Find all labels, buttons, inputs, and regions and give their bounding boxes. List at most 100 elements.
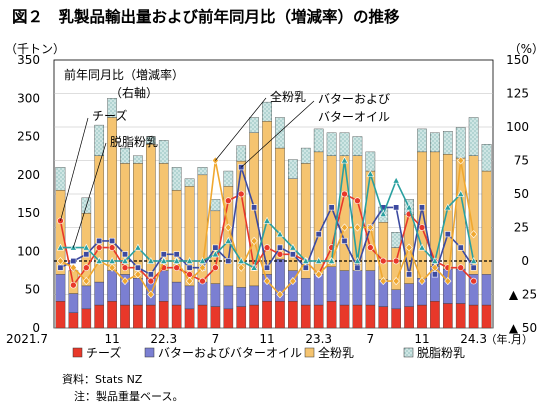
- bar-segment-1: [197, 281, 208, 306]
- line-marker-2: [366, 223, 374, 232]
- line-marker-3: [95, 256, 103, 264]
- inner-axis-title: 前年同月比（増減率）: [64, 67, 184, 82]
- line-marker-2: [353, 223, 362, 232]
- line-marker-1: [431, 271, 438, 278]
- bar-segment-2: [339, 155, 350, 271]
- line-marker-0: [212, 264, 219, 272]
- line-marker-3: [418, 243, 426, 251]
- annotation-label: 脱脂粉乳: [110, 134, 158, 149]
- right-tick-label: 75: [514, 154, 529, 168]
- bar-segment-0: [158, 301, 169, 329]
- line-marker-3: [237, 256, 245, 264]
- right-axis-ticks: 150 125 100 75 50 25 0 ▲ 25 ▲ 50: [506, 53, 537, 335]
- line-marker-2: [198, 263, 207, 272]
- line-marker-2: [69, 263, 77, 272]
- line-marker-2: [224, 223, 232, 232]
- line-marker-1: [109, 237, 116, 244]
- line-marker-1: [96, 237, 103, 244]
- line-marker-1: [315, 231, 322, 238]
- left-tick-label: 0: [32, 321, 40, 335]
- left-axis-unit: （千トン）: [5, 42, 65, 56]
- bar-segment-1: [68, 293, 79, 313]
- line-marker-0: [95, 244, 103, 251]
- bar-segment-1: [94, 281, 105, 306]
- bar-segment-0: [81, 308, 92, 329]
- bar-segment-3: [107, 98, 117, 118]
- line-marker-3: [134, 243, 142, 251]
- line-marker-2: [185, 277, 194, 286]
- line-marker-3: [250, 263, 258, 271]
- bar-segment-3: [275, 117, 285, 149]
- bar-segment-0: [352, 304, 363, 329]
- annotation-leader: [240, 100, 315, 168]
- left-tick-label: 350: [17, 53, 40, 67]
- line-marker-3: [160, 256, 168, 264]
- bar-segment-3: [365, 151, 376, 172]
- line-marker-3: [340, 156, 349, 164]
- line-marker-1: [328, 204, 335, 211]
- bar-segment-3: [184, 178, 195, 187]
- bar-segment-1: [158, 270, 169, 302]
- line-marker-3: [224, 236, 233, 244]
- line-marker-2: [379, 277, 387, 286]
- bar-segment-0: [288, 301, 298, 329]
- bar-segment-0: [300, 304, 311, 329]
- right-tick-label: ▲ 50: [509, 321, 537, 335]
- bar-segment-0: [55, 301, 66, 329]
- bar-segment-2: [378, 222, 389, 280]
- x-tick-label: 11: [259, 332, 274, 346]
- source-note: 資料：Stats NZ: [62, 372, 143, 386]
- bar-segment-0: [313, 304, 324, 329]
- line-marker-3: [431, 256, 439, 264]
- bar-segment-1: [300, 278, 311, 306]
- bar-segment-3: [210, 199, 221, 212]
- line-marker-3: [172, 256, 181, 264]
- right-tick-label: ▲ 25: [509, 288, 537, 302]
- bar-segment-0: [133, 304, 143, 329]
- bar-segment-3: [120, 147, 130, 164]
- line-marker-3: [82, 243, 90, 251]
- line-marker-2: [418, 277, 426, 286]
- line-marker-1: [302, 264, 309, 271]
- footnote: 注：製品重量ベース。: [74, 389, 183, 403]
- left-tick-label: 250: [17, 130, 40, 144]
- line-marker-2: [237, 263, 245, 272]
- x-tick-label: 7: [367, 332, 375, 346]
- legend-label: バターおよびバターオイル: [158, 346, 302, 360]
- line-marker-0: [418, 224, 426, 231]
- legend-label: チーズ: [86, 345, 121, 360]
- line-marker-0: [225, 197, 232, 204]
- line-marker-2: [470, 230, 478, 239]
- line-marker-0: [367, 244, 374, 251]
- line-marker-1: [470, 264, 477, 271]
- line-marker-3: [211, 250, 220, 258]
- bar-segment-3: [197, 167, 208, 176]
- right-tick-label: 0: [521, 254, 529, 268]
- line-marker-3: [147, 256, 155, 264]
- x-axis-unit: （年.月）: [486, 332, 534, 346]
- bar-segment-1: [365, 270, 376, 306]
- line-marker-2: [457, 156, 465, 165]
- bar-segment-3: [468, 117, 479, 156]
- line-marker-1: [122, 251, 129, 258]
- bar-segment-3: [339, 132, 350, 156]
- bar-segment-1: [210, 283, 221, 307]
- bar-segment-0: [365, 304, 376, 329]
- line-marker-0: [237, 190, 245, 198]
- right-axis-unit: （%）: [509, 42, 544, 56]
- line-marker-1: [276, 244, 283, 251]
- line-marker-1: [147, 271, 154, 278]
- line-marker-2: [56, 256, 65, 266]
- line-marker-0: [82, 264, 90, 272]
- bar-segment-0: [481, 304, 492, 329]
- left-axis-ticks: 0 50 100 150 200 250 300 350: [17, 53, 40, 335]
- line-marker-1: [83, 251, 90, 258]
- bar-segment-3: [236, 145, 247, 162]
- x-tick-label: 2021.7: [6, 332, 48, 346]
- bar-segment-0: [417, 304, 427, 329]
- bar-segment-3: [94, 124, 105, 156]
- annotation-leader: [73, 142, 107, 248]
- bar-segment-3: [133, 155, 143, 164]
- bar-segment-3: [146, 136, 156, 145]
- line-marker-1: [406, 271, 413, 278]
